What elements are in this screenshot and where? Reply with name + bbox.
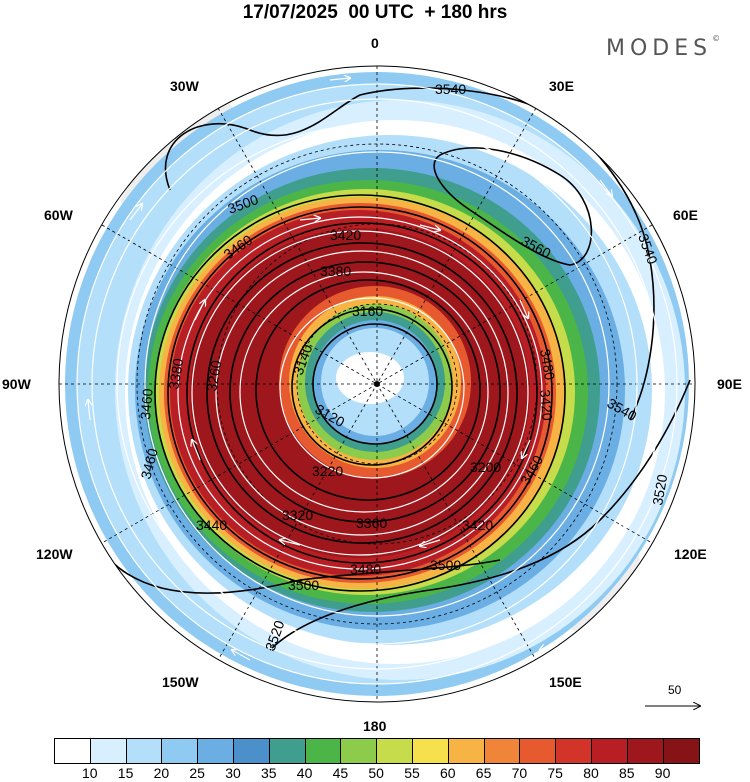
contour-label: 3420 (330, 227, 361, 243)
colorbar-swatch (484, 739, 521, 763)
colorbar-swatch (55, 739, 91, 763)
colorbar-swatch (377, 739, 413, 763)
contour-label: 3460 (137, 388, 156, 421)
contour-label: 3540 (435, 81, 466, 97)
colorbar-swatch (90, 739, 127, 763)
logo-text: MODES (606, 36, 713, 61)
colorbar-label: 70 (511, 765, 528, 781)
colorbar-swatch (198, 739, 234, 763)
colorbar-swatch (341, 739, 378, 763)
contour-label: 3220 (312, 463, 343, 479)
colorbar-label: 10 (82, 765, 98, 781)
colorbar-swatch (627, 739, 664, 763)
map-border (58, 65, 696, 703)
colorbar-label: 45 (332, 765, 349, 781)
colorbar-label: 80 (583, 765, 599, 781)
lon-label-120w: 120W (36, 546, 73, 562)
contour-label: 3500 (288, 577, 319, 593)
colorbar-label: 35 (261, 765, 277, 781)
colorbar-label: 20 (153, 765, 170, 781)
colorbar-label: 55 (404, 765, 420, 781)
contour-label: 3380 (320, 263, 351, 279)
contour-label: 3320 (282, 507, 313, 523)
colorbar-label: 65 (475, 765, 492, 781)
colorbar-swatch (269, 739, 306, 763)
colorbar-label: 75 (547, 765, 563, 781)
lon-label-90w: 90W (2, 376, 31, 392)
colorbar-swatch (448, 739, 485, 763)
colorbar-label: 25 (189, 765, 205, 781)
colorbar-swatch (126, 739, 163, 763)
modes-logo: MODES© (606, 34, 720, 61)
colorbar-label: 50 (368, 765, 384, 781)
colorbar-swatch (663, 739, 700, 763)
lon-label-60w: 60W (44, 207, 73, 223)
colorbar-label: 40 (296, 765, 313, 781)
lon-label-90e: 90E (717, 376, 742, 392)
colorbar-swatch (591, 739, 628, 763)
lon-label-150w: 150W (162, 674, 199, 690)
colorbar-swatch (233, 739, 270, 763)
contour-label: 3200 (470, 459, 501, 475)
contour-label: 3520 (649, 473, 670, 507)
colorbar-swatch (162, 739, 199, 763)
contour-label: 3380 (165, 357, 186, 391)
contour-label: 3360 (356, 515, 387, 531)
wind-speed-field (59, 66, 695, 702)
contour-label: 3480 (350, 561, 381, 577)
colorbar-label: 60 (440, 765, 456, 781)
colorbar-label: 85 (619, 765, 635, 781)
colorbar-swatch (520, 739, 557, 763)
contour-labels: 3540 3560 3540 3540 3520 3500 3460 3420 … (137, 81, 670, 653)
lon-label-30w: 30W (170, 78, 199, 94)
lon-label-150e: 150E (549, 674, 582, 690)
contour-label: 3480 (537, 348, 558, 382)
colorbar-label: 15 (117, 765, 134, 781)
lon-label-180: 180 (363, 718, 387, 734)
contour-label: 3500 (430, 557, 461, 573)
colorbar (54, 738, 701, 764)
reference-vector-label: 50 (668, 683, 682, 697)
lon-label-30e: 30E (549, 78, 574, 94)
logo-mark: © (712, 34, 721, 43)
contour-label: 3260 (203, 359, 224, 393)
pole-marker (374, 381, 380, 387)
colorbar-swatch (556, 739, 592, 763)
wind-streamlines (76, 83, 678, 685)
height-contours (109, 87, 691, 651)
wind-arrows (88, 78, 660, 661)
contour-label: 3420 (462, 517, 493, 533)
contour-label: 3460 (137, 446, 161, 480)
lon-label-60e: 60E (673, 207, 698, 223)
lon-label-0: 0 (371, 35, 379, 51)
contour-label: 3420 (537, 389, 556, 422)
colorbar-label: 90 (654, 765, 671, 781)
contour-label: 3160 (352, 303, 383, 319)
colorbar-swatch (305, 739, 342, 763)
colorbar-swatch (412, 739, 449, 763)
colorbar-label: 30 (225, 765, 241, 781)
contour-label: 3440 (196, 517, 227, 533)
map-title: 17/07/2025 00 UTC + 180 hrs (242, 2, 508, 23)
lon-label-120e: 120E (674, 546, 707, 562)
